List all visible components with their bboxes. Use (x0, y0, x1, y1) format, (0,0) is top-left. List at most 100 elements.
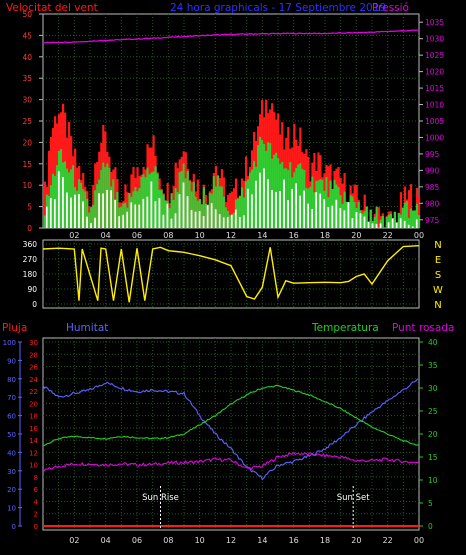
wind-low-bar (367, 221, 370, 228)
wind-low-bar (311, 208, 314, 228)
wind-low-bar (210, 203, 213, 228)
gust-bar (407, 190, 411, 228)
gust-bar (409, 184, 413, 228)
wind-low-bar (271, 190, 273, 228)
wind-avg-bar (349, 195, 352, 228)
wind-avg-bar (140, 176, 143, 228)
wind-low-bar (138, 204, 141, 228)
rain-tick-label: 16 (29, 425, 38, 433)
climate-x-tick-label: 16 (289, 536, 299, 545)
wind-low-bar (202, 216, 205, 228)
rain-tick-label: 2 (34, 511, 38, 519)
wind-low-bar (263, 168, 265, 228)
wind-avg-bar (188, 180, 191, 228)
wind-low-bar (134, 204, 137, 228)
wind-low-bar (319, 193, 322, 228)
wind-avg-bar (224, 207, 228, 228)
wind-x-tick-label: 14 (257, 231, 267, 240)
pressure-right-tick-label: 1015 (425, 84, 444, 93)
wind-avg-bar (401, 207, 405, 228)
rain-axis-title: Pluja (2, 322, 27, 334)
rain-tick-label: 28 (29, 351, 38, 359)
rain-tick-label: 4 (34, 498, 39, 506)
wind-avg-bar (321, 179, 324, 228)
wind-left-tick-label: 10 (22, 181, 32, 190)
pressure-right-tick-label: 985 (425, 183, 440, 192)
wind-avg-bar (43, 215, 47, 228)
wind-low-bar (106, 189, 109, 228)
wind-low-bar (182, 182, 185, 228)
humidity-tick-label: 20 (7, 486, 16, 494)
wind-avg-bar (220, 186, 224, 228)
wind-avg-bar (47, 195, 51, 228)
wind-low-bar (86, 216, 88, 228)
wind-avg-bar (240, 187, 244, 228)
wind-low-bar (130, 202, 133, 228)
sun-marker-label: Sun Rise (142, 493, 179, 503)
wind-avg-bar (84, 191, 87, 228)
wind-avg-bar (377, 226, 380, 228)
humidity-tick-label: 60 (7, 413, 16, 421)
humidity-tick-label: 100 (3, 339, 16, 347)
wind-low-bar (45, 206, 48, 228)
wind-x-tick-label: 22 (383, 231, 393, 240)
wind-avg-bar (76, 190, 79, 228)
wind-avg-bar (381, 216, 384, 228)
humidity-tick-label: 30 (7, 468, 16, 476)
wind-low-bar (299, 195, 302, 228)
wind-low-bar (351, 218, 354, 228)
wind-avg-bar (214, 186, 218, 228)
gust-bar (355, 184, 358, 228)
wind-avg-bar (144, 177, 147, 228)
wind-low-bar (403, 220, 406, 228)
direction-compass-label: N (434, 300, 441, 311)
wind-avg-bar (200, 204, 203, 228)
wind-left-tick-label: 15 (22, 160, 32, 169)
climate-x-tick-label: 14 (257, 536, 267, 545)
gust-bar (43, 181, 47, 228)
wind-avg-bar (261, 140, 264, 228)
wind-low-bar (359, 213, 362, 228)
wind-avg-bar (108, 167, 111, 228)
gust-bar (313, 153, 316, 228)
wind-avg-bar (132, 191, 135, 228)
climate-x-tick-label: 04 (101, 536, 111, 545)
temperature-tick-label: 15 (428, 453, 438, 462)
wind-avg-bar (244, 181, 248, 228)
wind-low-bar (110, 190, 113, 228)
wind-low-bar (226, 217, 229, 228)
direction-left-tick-label: 90 (27, 285, 37, 294)
wind-avg-bar (64, 161, 67, 228)
temperature-tick-label: 10 (428, 476, 438, 485)
wind-avg-bar (397, 212, 400, 228)
wind-low-bar (371, 223, 374, 228)
wind-avg-bar (124, 202, 127, 228)
wind-x-tick-label: 20 (351, 231, 361, 240)
wind-low-bar (186, 196, 189, 228)
wind-avg-bar (281, 161, 284, 228)
wind-low-bar (291, 188, 293, 228)
wind-avg-bar (409, 208, 413, 228)
wind-left-tick-label: 30 (22, 96, 32, 105)
wind-avg-bar (393, 211, 396, 228)
rain-tick-label: 14 (29, 437, 38, 445)
wind-low-bar (335, 199, 338, 228)
humidity-tick-label: 50 (7, 431, 16, 439)
wind-low-bar (230, 214, 233, 228)
wind-low-bar (283, 179, 285, 228)
wind-avg-bar (120, 206, 123, 228)
wind-avg-bar (236, 198, 240, 228)
wind-avg-bar (148, 174, 151, 228)
wind-low-bar (98, 193, 100, 228)
direction-left-tick-label: 270 (23, 255, 38, 264)
wind-speed-title: Velocitat del vent (6, 2, 98, 14)
wind-low-bar (57, 171, 60, 228)
wind-left-tick-label: 25 (22, 117, 32, 126)
wind-low-bar (102, 193, 104, 228)
temperature-axis-title: Temperatura (311, 322, 379, 334)
dewpoint-line (42, 451, 420, 472)
wind-avg-bar (293, 172, 296, 228)
wind-low-bar (379, 223, 382, 228)
wind-avg-bar (222, 196, 226, 228)
